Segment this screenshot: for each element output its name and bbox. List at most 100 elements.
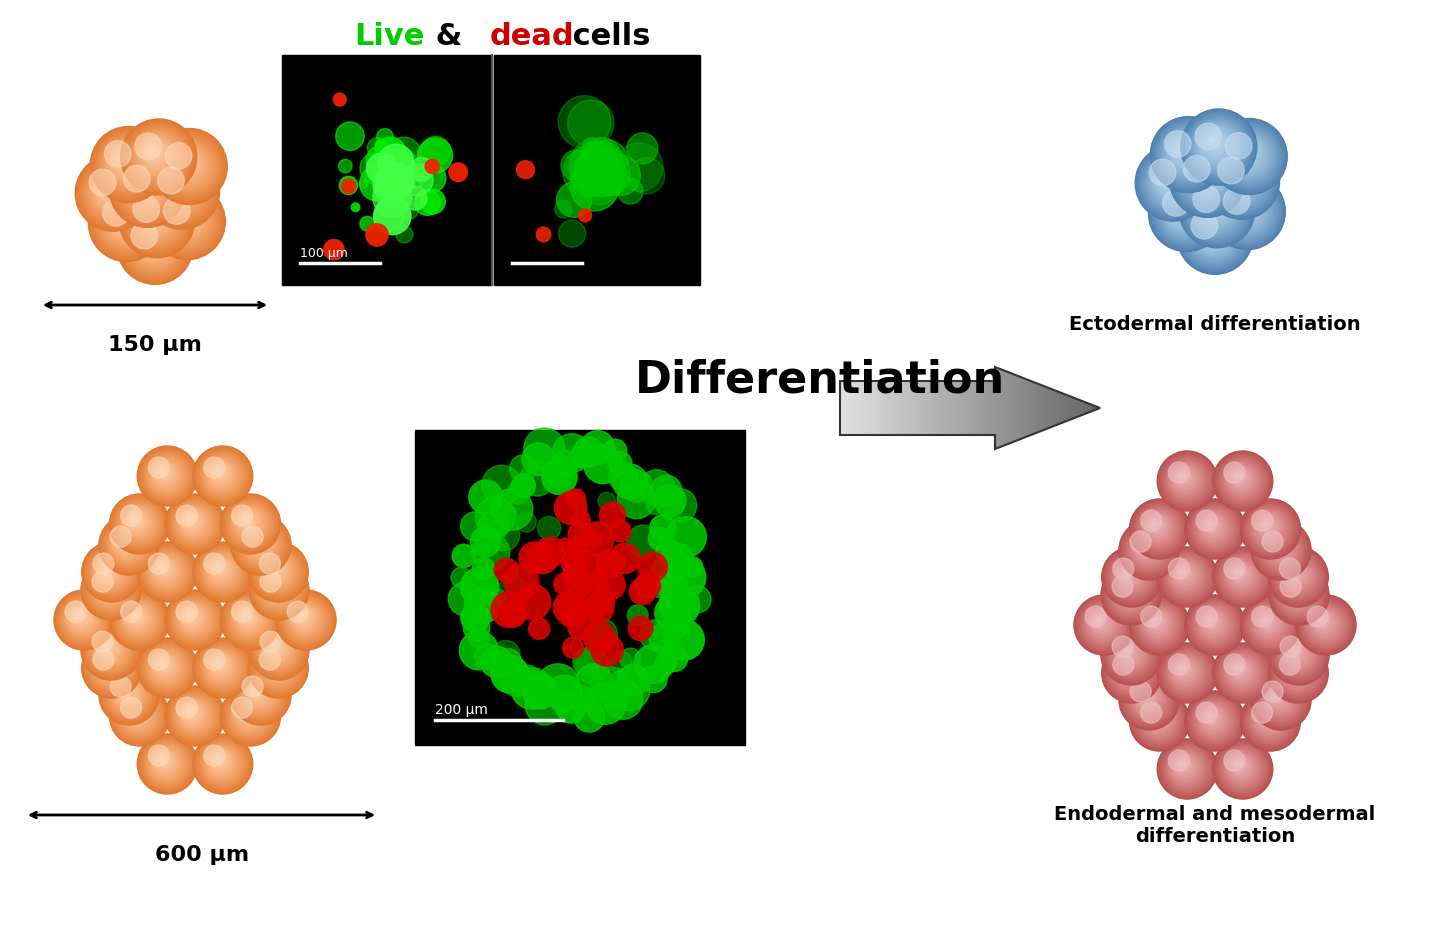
Circle shape: [1131, 692, 1188, 749]
Circle shape: [1257, 708, 1279, 729]
Circle shape: [1217, 157, 1263, 203]
Circle shape: [166, 592, 224, 649]
Circle shape: [125, 701, 150, 727]
Circle shape: [1227, 465, 1256, 494]
Circle shape: [1131, 692, 1188, 750]
Circle shape: [249, 533, 267, 551]
Circle shape: [1138, 538, 1155, 555]
Circle shape: [1227, 754, 1255, 780]
Circle shape: [144, 154, 219, 229]
Circle shape: [1226, 190, 1266, 230]
Circle shape: [1221, 186, 1272, 236]
Circle shape: [183, 608, 202, 626]
Circle shape: [1174, 660, 1195, 681]
Circle shape: [1291, 569, 1296, 576]
Circle shape: [105, 141, 150, 186]
Circle shape: [1214, 453, 1270, 509]
Circle shape: [1259, 709, 1276, 727]
Circle shape: [112, 210, 131, 228]
Circle shape: [88, 567, 133, 612]
Circle shape: [1236, 200, 1247, 212]
Circle shape: [1168, 463, 1204, 498]
Circle shape: [634, 573, 660, 599]
Circle shape: [1132, 693, 1187, 749]
Circle shape: [1113, 558, 1133, 579]
Circle shape: [128, 513, 144, 530]
Circle shape: [1162, 190, 1208, 236]
Circle shape: [1181, 202, 1249, 270]
Circle shape: [1168, 654, 1206, 691]
Circle shape: [107, 204, 141, 239]
Circle shape: [1172, 657, 1198, 685]
Circle shape: [1203, 516, 1221, 535]
Circle shape: [239, 705, 255, 721]
Circle shape: [102, 659, 112, 669]
Circle shape: [157, 166, 205, 214]
Circle shape: [99, 666, 159, 724]
Circle shape: [118, 209, 192, 284]
Circle shape: [127, 511, 147, 532]
Circle shape: [216, 758, 218, 760]
Circle shape: [252, 536, 261, 546]
Circle shape: [1221, 651, 1263, 694]
Circle shape: [1207, 146, 1276, 216]
Circle shape: [110, 526, 131, 547]
Circle shape: [1234, 568, 1243, 577]
Circle shape: [176, 210, 187, 222]
Circle shape: [1152, 178, 1221, 249]
Circle shape: [120, 211, 190, 282]
Circle shape: [376, 129, 394, 146]
Circle shape: [95, 574, 124, 604]
Circle shape: [1237, 201, 1246, 211]
Circle shape: [1126, 527, 1171, 572]
Circle shape: [1133, 534, 1162, 562]
Text: 150 μm: 150 μm: [108, 335, 202, 355]
Circle shape: [1152, 714, 1156, 717]
Circle shape: [1138, 689, 1154, 704]
Circle shape: [640, 620, 671, 651]
Circle shape: [138, 180, 143, 185]
Circle shape: [264, 654, 288, 679]
Circle shape: [198, 642, 248, 693]
Circle shape: [62, 598, 104, 640]
Circle shape: [1227, 466, 1255, 492]
Circle shape: [1272, 690, 1282, 701]
Circle shape: [1207, 135, 1220, 147]
Circle shape: [254, 624, 304, 675]
Circle shape: [251, 535, 264, 547]
Circle shape: [1276, 633, 1321, 677]
Circle shape: [1133, 534, 1161, 562]
Circle shape: [1182, 176, 1252, 244]
Circle shape: [149, 146, 159, 156]
Circle shape: [389, 179, 408, 199]
Circle shape: [373, 178, 411, 217]
Circle shape: [133, 195, 160, 223]
Circle shape: [1125, 570, 1128, 573]
Circle shape: [293, 607, 314, 628]
Circle shape: [1236, 474, 1240, 478]
Circle shape: [1249, 507, 1292, 550]
Circle shape: [1214, 740, 1272, 798]
Circle shape: [173, 208, 193, 227]
Circle shape: [1177, 203, 1185, 212]
Circle shape: [1200, 129, 1233, 161]
Circle shape: [1139, 689, 1152, 703]
Circle shape: [154, 164, 208, 217]
Circle shape: [1236, 143, 1253, 162]
Circle shape: [1113, 654, 1148, 689]
Circle shape: [1223, 131, 1273, 181]
Circle shape: [1092, 612, 1112, 632]
Circle shape: [1184, 177, 1249, 242]
Circle shape: [241, 514, 254, 527]
Circle shape: [212, 465, 228, 481]
Circle shape: [1171, 197, 1195, 223]
Circle shape: [575, 664, 613, 701]
Circle shape: [1158, 168, 1181, 191]
Circle shape: [1236, 666, 1240, 670]
Circle shape: [238, 521, 284, 568]
Circle shape: [164, 199, 206, 241]
Circle shape: [215, 468, 222, 475]
Circle shape: [117, 532, 136, 552]
Circle shape: [260, 553, 296, 590]
Circle shape: [205, 747, 238, 778]
